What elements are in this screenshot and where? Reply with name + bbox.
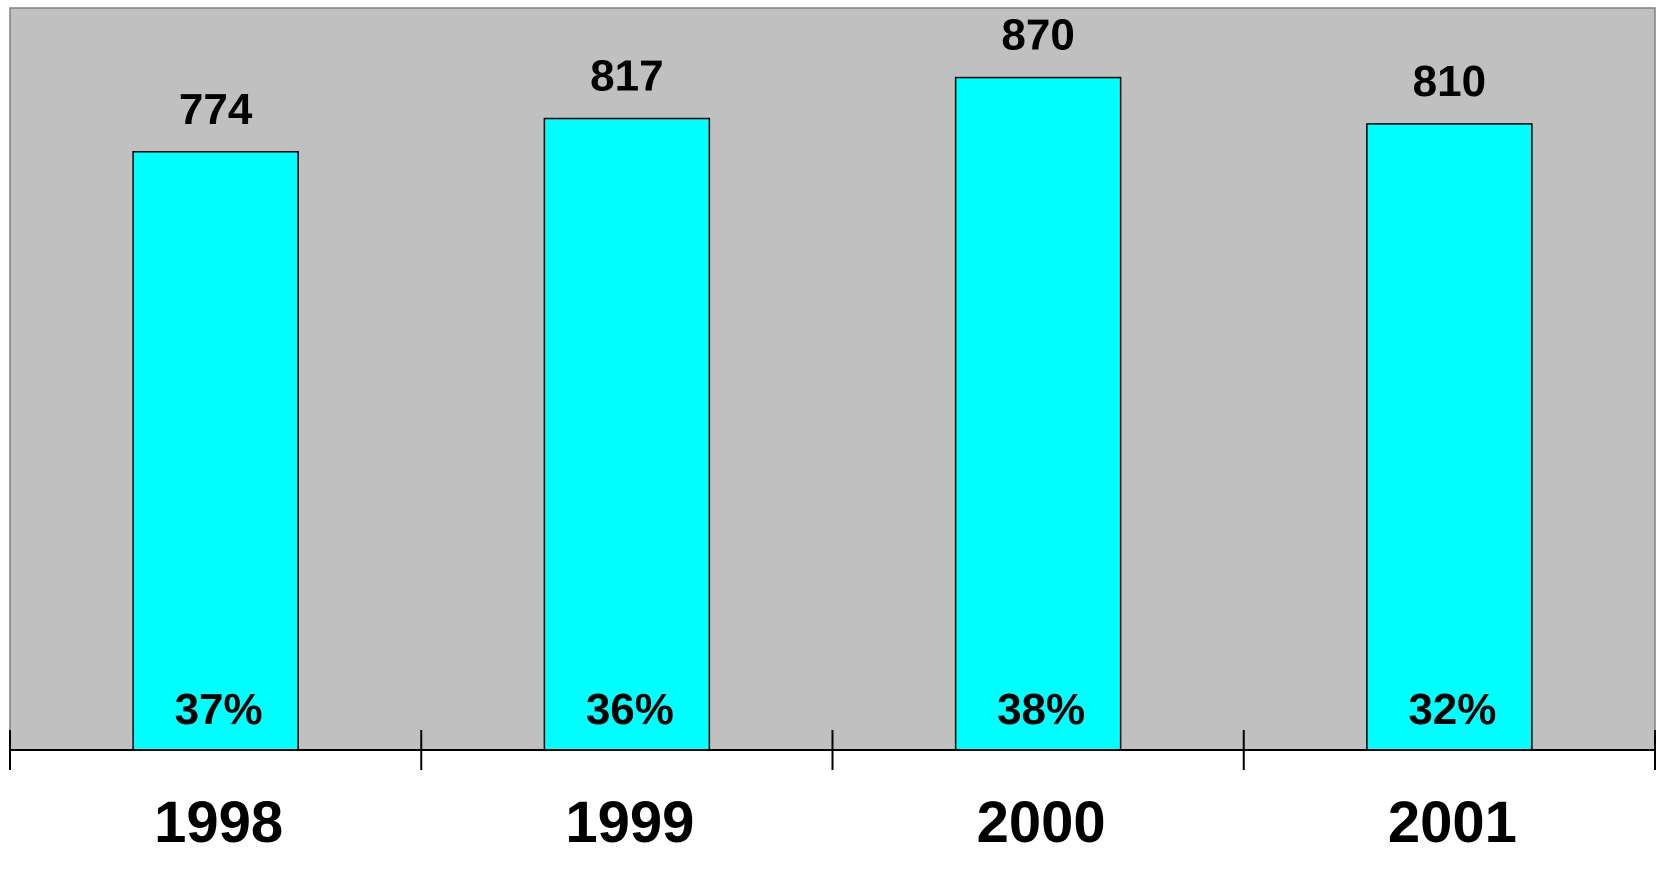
value-label-1998: 774 [179, 85, 253, 134]
percent-label-2000: 38% [997, 685, 1085, 734]
bar-1998 [132, 151, 299, 751]
bar-2001 [1366, 123, 1533, 751]
bar-1999 [543, 117, 711, 751]
x-tick-label-1998: 1998 [154, 790, 283, 855]
value-label-1999: 817 [590, 52, 663, 101]
percent-label-1999: 36% [586, 685, 674, 734]
bars-layer: 774 37% 817 36% 870 38% 810 32% [132, 11, 1533, 751]
x-axis: 1998 1999 2000 2001 [9, 730, 1656, 855]
x-tick-label-2001: 2001 [1388, 790, 1517, 855]
percent-label-1998: 37% [175, 685, 263, 734]
bar-2000 [954, 76, 1122, 751]
percent-label-2001: 32% [1408, 685, 1496, 734]
value-label-2000: 870 [1001, 11, 1074, 60]
x-tick-label-2000: 2000 [977, 790, 1106, 855]
value-label-2001: 810 [1413, 57, 1486, 106]
x-tick-label-1999: 1999 [565, 790, 694, 855]
